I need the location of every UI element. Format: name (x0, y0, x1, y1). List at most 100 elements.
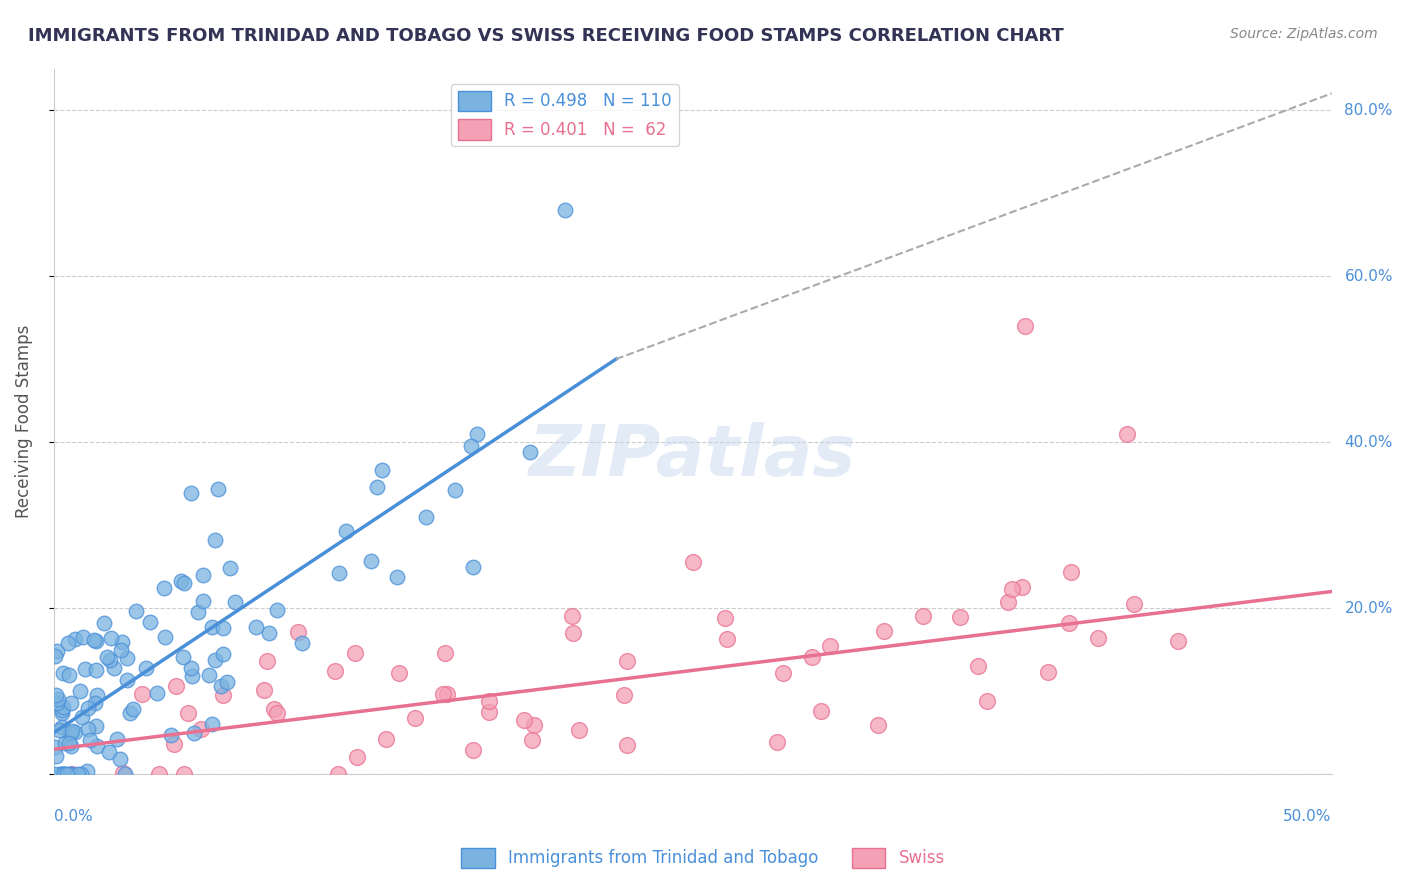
Point (52, 767, 75, 781)
Point (59, 739, 82, 753)
Point (1057, 615, 1080, 630)
Point (366, 480, 388, 494)
Point (245, 619, 267, 633)
Text: Source: ZipAtlas.com: Source: ZipAtlas.com (1230, 27, 1378, 41)
Point (69, 684, 91, 698)
Point (53, 736, 76, 750)
Point (173, 767, 195, 781)
Point (66, 767, 89, 781)
Point (191, 593, 214, 607)
Point (266, 603, 288, 617)
Point (385, 570, 408, 584)
Point (976, 693, 998, 707)
Point (45, 644, 67, 658)
Point (107, 732, 129, 747)
Point (125, 603, 148, 617)
Point (52, 700, 75, 714)
Point (212, 621, 235, 635)
Point (45, 749, 67, 764)
Point (224, 595, 246, 609)
Point (346, 749, 368, 764)
Point (432, 687, 454, 701)
Point (460, 438, 482, 452)
Point (616, 738, 638, 752)
Point (75, 662, 97, 676)
Point (478, 705, 501, 719)
Point (84, 696, 107, 710)
Point (800, 649, 823, 664)
Point (77, 723, 100, 737)
Point (519, 445, 541, 459)
Point (212, 648, 235, 662)
Point (110, 643, 132, 657)
Point (616, 654, 638, 668)
Point (56, 767, 79, 781)
Point (444, 483, 467, 497)
Point (259, 626, 281, 640)
Point (997, 595, 1019, 609)
Point (191, 567, 214, 582)
Legend: Immigrants from Trinidad and Tobago, Swiss: Immigrants from Trinidad and Tobago, Swi… (454, 841, 952, 875)
Point (48, 723, 70, 738)
Point (810, 704, 832, 718)
Point (98, 745, 121, 759)
Point (44, 649, 66, 664)
Point (59, 726, 82, 740)
Point (200, 620, 222, 634)
Point (1011, 580, 1033, 594)
Point (139, 615, 162, 629)
Point (83, 632, 105, 647)
Point (86, 739, 108, 753)
Point (465, 427, 488, 442)
Point (1087, 631, 1109, 645)
Point (160, 728, 183, 742)
Point (146, 686, 169, 700)
Point (177, 706, 200, 721)
Point (198, 668, 221, 682)
Point (374, 731, 396, 746)
Point (561, 609, 583, 624)
Point (45, 689, 67, 703)
Point (328, 566, 350, 581)
Point (217, 674, 239, 689)
Point (512, 713, 534, 727)
Point (110, 752, 132, 766)
Text: 40.0%: 40.0% (1344, 434, 1393, 450)
Point (256, 654, 278, 668)
Point (291, 636, 314, 650)
Point (153, 630, 176, 644)
Point (204, 533, 226, 547)
Point (115, 673, 138, 687)
Point (60, 766, 83, 780)
Point (44, 767, 66, 781)
Point (613, 688, 636, 702)
Point (387, 666, 409, 681)
Y-axis label: Receiving Food Stamps: Receiving Food Stamps (15, 325, 32, 518)
Point (100, 632, 122, 646)
Point (60, 767, 83, 781)
Point (967, 658, 990, 673)
Point (114, 767, 136, 781)
Point (207, 482, 229, 496)
Point (335, 524, 357, 538)
Point (1167, 634, 1189, 648)
Point (45, 696, 67, 710)
Point (873, 624, 896, 638)
Point (163, 737, 186, 751)
Point (434, 646, 457, 660)
Point (404, 711, 426, 725)
Point (153, 581, 176, 595)
Point (1060, 565, 1083, 579)
Point (716, 632, 738, 647)
Point (911, 609, 934, 624)
Point (820, 639, 842, 653)
Point (46, 692, 69, 706)
Point (463, 560, 485, 574)
Point (76, 701, 98, 715)
Point (1014, 318, 1036, 333)
Point (415, 510, 437, 524)
Text: IMMIGRANTS FROM TRINIDAD AND TOBAGO VS SWISS RECEIVING FOOD STAMPS CORRELATION C: IMMIGRANTS FROM TRINIDAD AND TOBAGO VS S… (28, 27, 1064, 45)
Point (135, 661, 157, 675)
Point (1116, 426, 1139, 441)
Point (84, 719, 107, 733)
